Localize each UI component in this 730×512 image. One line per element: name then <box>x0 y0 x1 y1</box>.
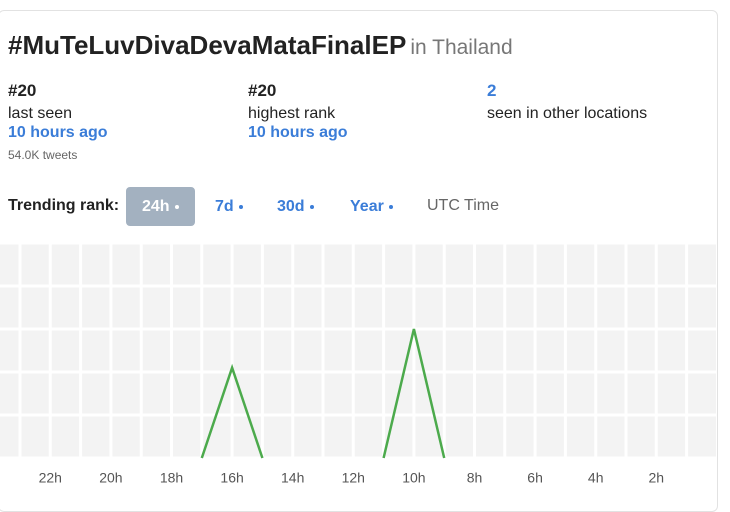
stat-value: #20 <box>248 81 277 100</box>
stat-value[interactable]: 2 <box>487 81 497 100</box>
stat-time[interactable]: 10 hours ago <box>8 124 108 141</box>
x-tick-label: 10h <box>402 470 425 486</box>
hashtag: #MuTeLuvDivaDevaMataFinalEP <box>8 30 407 60</box>
tab-label: 30d <box>277 198 305 215</box>
tab-dot <box>238 204 243 209</box>
tab-dot <box>388 204 393 209</box>
stat-label: highest rank <box>248 105 336 122</box>
x-tick-label: 22h <box>39 470 62 486</box>
tab[interactable]: 24h <box>126 187 195 226</box>
x-tick-label: 20h <box>99 470 122 486</box>
stat-note: 54.0K tweets <box>8 148 78 162</box>
tab[interactable]: 7d <box>199 187 259 226</box>
x-tick-label: 2h <box>649 470 665 486</box>
x-tick-label: 4h <box>588 470 604 486</box>
tab-label: Year <box>350 198 384 215</box>
page: #MuTeLuvDivaDevaMataFinalEP in Thailand #… <box>0 10 718 512</box>
title: #MuTeLuvDivaDevaMataFinalEP in Thailand <box>8 30 513 61</box>
location: in Thailand <box>410 36 513 59</box>
x-tick-label: 16h <box>220 470 243 486</box>
tab[interactable]: 30d <box>261 187 330 226</box>
stat-label: seen in other locations <box>487 105 648 122</box>
chart: 22h 20h 18h 16h 14h 12h 10h 8h 6h 4h 2h <box>0 241 716 486</box>
x-tick-label: 8h <box>467 470 483 486</box>
tab-dot <box>309 204 314 209</box>
x-tick-label: 6h <box>527 470 543 486</box>
tab-label: 7d <box>215 198 234 215</box>
tab[interactable]: Year <box>334 187 409 226</box>
x-tick-label: 18h <box>160 470 183 486</box>
stat-value: #20 <box>8 81 37 100</box>
tab-label: 24h <box>142 198 170 215</box>
x-tick-label: 14h <box>281 470 304 486</box>
tabs-label: Trending rank: <box>8 197 120 214</box>
timezone[interactable]: UTC Time <box>427 197 499 214</box>
tab-dot <box>174 204 179 209</box>
stat-label: last seen <box>8 105 73 122</box>
plot-area <box>0 243 716 458</box>
line <box>200 328 446 459</box>
x-tick-label: 12h <box>342 470 365 486</box>
stat-time[interactable]: 10 hours ago <box>248 124 348 141</box>
